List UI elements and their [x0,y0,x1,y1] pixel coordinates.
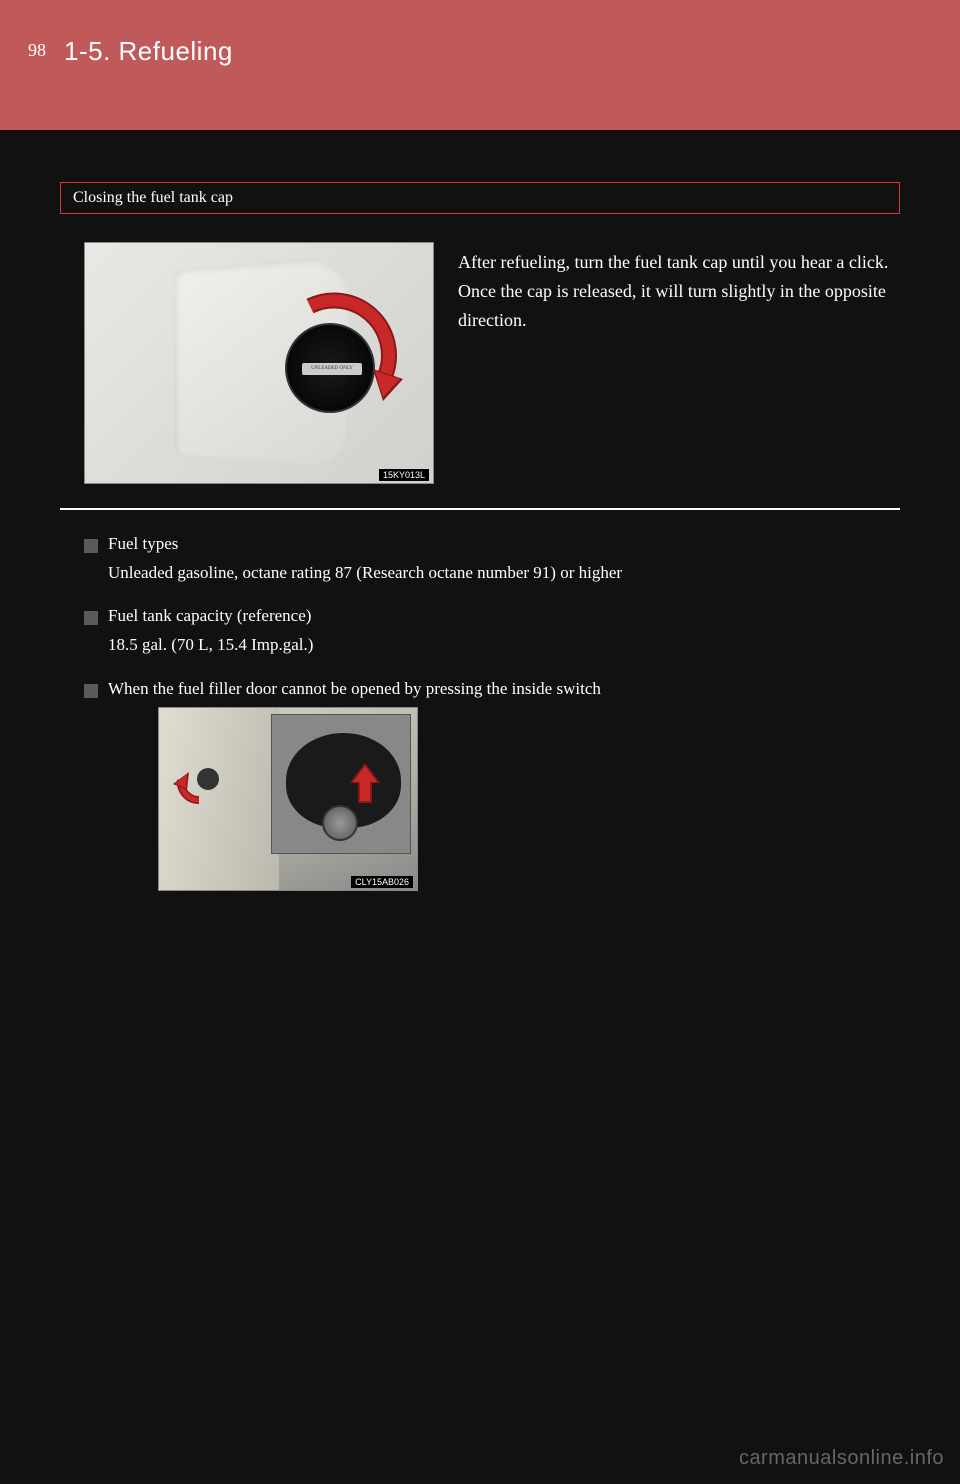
note-body: Unleaded gasoline, octane rating 87 (Res… [108,560,900,586]
bullet-icon [84,684,98,698]
note-title: When the fuel filler door cannot be open… [108,679,900,699]
page-header: 1-5. Refueling [0,0,960,130]
fuel-cap-illustration: UNLEADED ONLY 15KY013L [84,242,434,484]
watermark-text: carmanualsonline.info [739,1447,944,1470]
emergency-lever-illustration: CLY15AB026 [158,707,418,891]
note-emergency-door: When the fuel filler door cannot be open… [84,679,900,891]
section-divider [60,508,900,510]
chapter-title: 1-5. Refueling [64,36,960,67]
bullet-icon [84,611,98,625]
step-block: UNLEADED ONLY 15KY013L After refueling, … [84,242,900,484]
image-reference-code: 15KY013L [379,469,429,481]
page-number: 98 [28,40,46,61]
note-fuel-types: Fuel types Unleaded gasoline, octane rat… [84,534,900,586]
note-tank-capacity: Fuel tank capacity (reference) 18.5 gal.… [84,606,900,658]
note-body: 18.5 gal. (70 L, 15.4 Imp.gal.) [108,632,900,658]
note-title: Fuel tank capacity (reference) [108,606,900,626]
section-heading-bar: Closing the fuel tank cap [60,182,900,214]
image-reference-code: CLY15AB026 [351,876,413,888]
pull-arrow-icon [169,770,209,810]
step-instruction-text: After refueling, turn the fuel tank cap … [458,242,900,484]
up-arrow-icon [350,763,380,803]
note-title: Fuel types [108,534,900,554]
rotate-arrow-icon [285,291,405,411]
bullet-icon [84,539,98,553]
section-title: Closing the fuel tank cap [73,189,233,207]
page-content: Closing the fuel tank cap UNLEADED ONLY … [0,130,960,891]
